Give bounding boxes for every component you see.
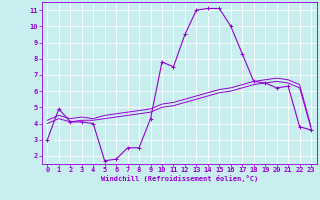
X-axis label: Windchill (Refroidissement éolien,°C): Windchill (Refroidissement éolien,°C) [100, 175, 258, 182]
